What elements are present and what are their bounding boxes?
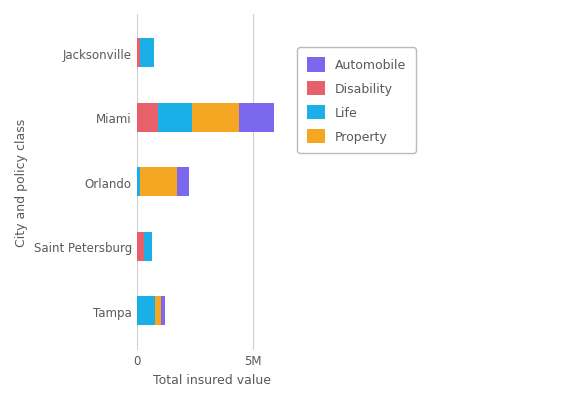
Bar [155,297,160,326]
Bar [137,297,155,326]
Bar [140,168,177,197]
Bar [137,39,140,68]
Bar [137,168,140,197]
Bar [177,168,189,197]
X-axis label: Total insured value: Total insured value [153,373,271,386]
Y-axis label: City and policy class: City and policy class [15,118,28,246]
Bar [137,232,145,261]
Bar [160,297,165,326]
Bar [158,103,192,132]
Legend: Automobile, Disability, Life, Property: Automobile, Disability, Life, Property [297,48,416,154]
Bar [192,103,239,132]
Bar [137,103,158,132]
Bar [140,39,154,68]
Bar [145,232,152,261]
Bar [239,103,274,132]
